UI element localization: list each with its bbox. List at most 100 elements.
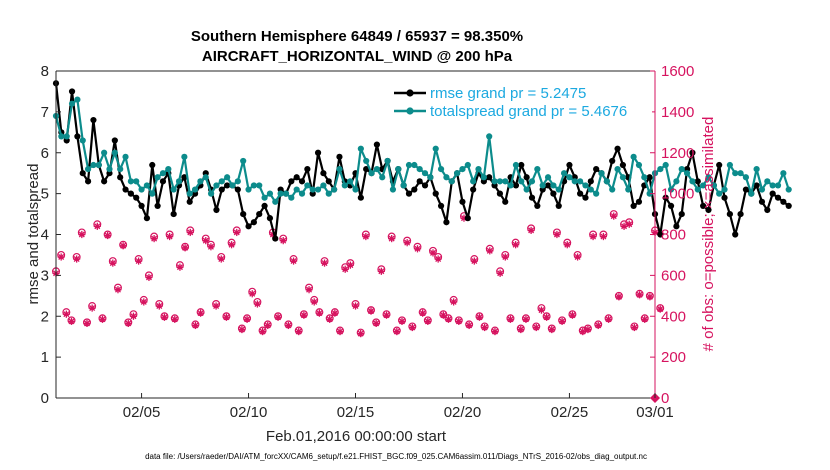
- rmse-point: [528, 194, 536, 201]
- totalspread-point: [207, 190, 215, 197]
- rmse-point: [218, 186, 225, 193]
- obs-assimilated-point: [429, 249, 437, 257]
- obs-assimilated-point: [238, 325, 246, 334]
- x-axis-ticks: 02/05 02/10 02/15 02/20 02/25 03/01: [123, 393, 674, 421]
- obs-layer: [51, 210, 665, 403]
- left-tick-label: 8: [41, 63, 49, 80]
- obs-assimilated-point: [78, 230, 86, 239]
- rmse-point: [405, 190, 413, 197]
- obs-assimilated-point: [594, 321, 602, 330]
- totalspread-point: [395, 166, 402, 173]
- obs-assimilated-point: [166, 232, 174, 241]
- obs-assimilated-point: [315, 309, 323, 317]
- obs-assimilated-point: [258, 327, 267, 336]
- obs-assimilated-point: [537, 306, 546, 314]
- left-tick-label: 5: [41, 186, 49, 203]
- rmse-point: [143, 215, 151, 222]
- obs-assimilated-point: [202, 237, 210, 245]
- rmse-point: [293, 174, 300, 181]
- obs-assimilated-point: [357, 330, 365, 338]
- rmse-point: [298, 178, 306, 185]
- totalspread-point: [641, 174, 648, 181]
- left-tick-label: 6: [41, 145, 49, 162]
- obs-assimilated-point: [150, 234, 158, 243]
- totalspread-point: [748, 190, 755, 197]
- obs-assimilated-point: [465, 321, 473, 330]
- obs-assimilated-point: [372, 319, 380, 328]
- totalspread-point: [662, 161, 669, 169]
- rmse-point: [518, 161, 525, 169]
- rmse-point: [614, 145, 621, 152]
- totalspread-point: [780, 170, 787, 177]
- obs-assimilated-point: [222, 313, 231, 321]
- totalspread-point: [528, 178, 536, 185]
- totalspread-point: [630, 153, 637, 160]
- totalspread-point: [229, 182, 236, 189]
- totalspread-point: [619, 174, 627, 181]
- totalspread-point: [368, 170, 375, 177]
- rmse-point: [443, 219, 450, 226]
- totalspread-point: [683, 170, 691, 177]
- obs-assimilated-point: [181, 244, 189, 252]
- totalspread-point: [325, 190, 332, 197]
- totalspread-point: [475, 166, 482, 173]
- rmse-point: [705, 206, 712, 214]
- obs-assimilated-point: [57, 253, 65, 261]
- totalspread-point: [138, 186, 145, 193]
- rmse-point: [635, 198, 643, 205]
- rmse-point: [470, 186, 477, 193]
- obs-assimilated-point: [543, 313, 551, 321]
- rmse-point: [111, 137, 118, 144]
- totalspread-point: [191, 186, 199, 193]
- rmse-point: [421, 182, 429, 189]
- totalspread-point: [58, 133, 65, 140]
- obs-assimilated-point: [83, 319, 91, 328]
- line-layer: [52, 80, 792, 242]
- totalspread-point: [352, 186, 359, 193]
- rmse-point: [694, 178, 701, 185]
- totalspread-point: [186, 190, 193, 197]
- x-tick-label: 02/25: [551, 404, 589, 421]
- rmse-point: [154, 202, 161, 209]
- rmse-point: [240, 210, 247, 218]
- totalspread-point: [117, 166, 124, 173]
- totalspread-point: [314, 186, 322, 193]
- rmse-point: [662, 194, 669, 201]
- rmse-point: [502, 198, 509, 205]
- rmse-point: [325, 178, 332, 185]
- rmse-point: [336, 153, 343, 160]
- rmse-point: [224, 182, 231, 189]
- rmse-point: [721, 194, 728, 201]
- totalspread-point: [336, 166, 343, 173]
- rmse-point: [138, 202, 145, 209]
- rmse-point: [416, 178, 423, 185]
- rmse-point: [577, 190, 584, 197]
- rmse-point: [261, 202, 268, 209]
- obs-assimilated-point: [207, 243, 215, 251]
- totalspread-point: [667, 186, 675, 193]
- rmse-point: [74, 133, 81, 140]
- right-tick-label: 1200: [661, 145, 694, 162]
- rmse-point: [459, 198, 466, 205]
- obs-assimilated-point: [305, 286, 313, 294]
- rmse-point: [122, 186, 129, 193]
- rmse-point: [700, 202, 707, 209]
- obs-assimilated-point: [274, 313, 282, 321]
- totalspread-point: [379, 174, 386, 181]
- obs-assimilated-point: [470, 257, 478, 265]
- obs-assimilated-point: [331, 309, 339, 317]
- totalspread-point: [101, 149, 108, 156]
- right-tick-label: 600: [661, 267, 686, 284]
- obs-assimilated-point: [171, 315, 179, 323]
- legend-totalspread-marker: [406, 107, 414, 115]
- rmse-point: [726, 210, 733, 218]
- rmse-point: [769, 190, 776, 197]
- obs-assimilated-point: [145, 273, 153, 282]
- obs-assimilated-point: [135, 257, 143, 265]
- rmse-point: [753, 182, 760, 189]
- totalspread-point: [63, 133, 70, 140]
- obs-assimilated-point: [475, 313, 484, 321]
- obs-assimilated-point: [377, 267, 385, 275]
- rmse-point: [678, 210, 685, 218]
